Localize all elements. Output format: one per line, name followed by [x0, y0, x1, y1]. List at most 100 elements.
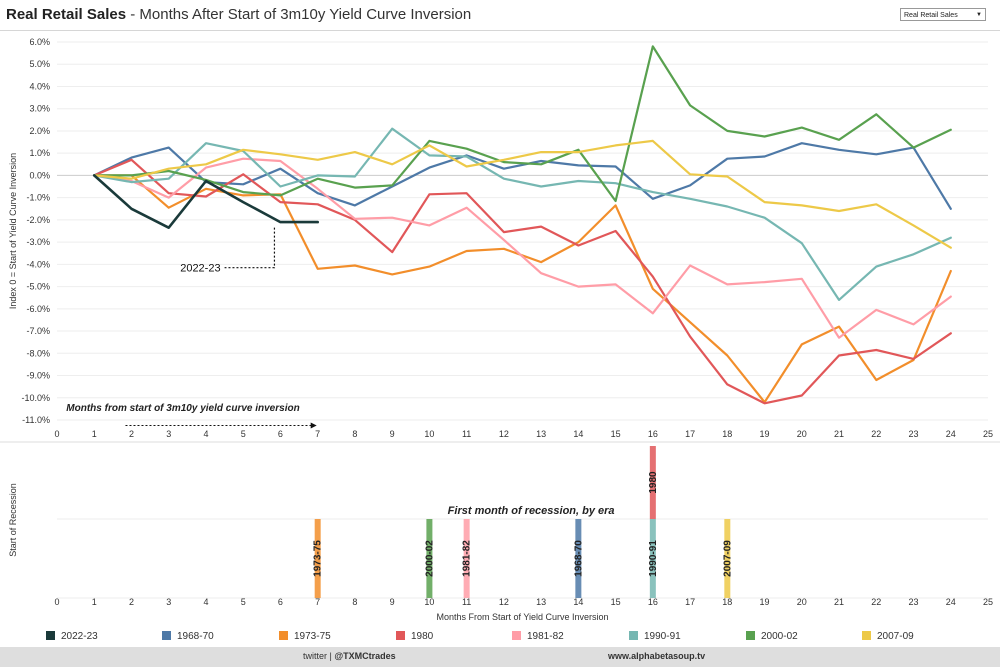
x-tick-label: 10	[424, 597, 434, 607]
x-tick-label: 14	[573, 597, 583, 607]
recession-bar-2007-09	[724, 519, 731, 598]
legend-item-2000-02[interactable]: 2000-02	[746, 631, 798, 642]
recession-bar-label: 2007-09	[722, 540, 733, 577]
series-line-1990-91	[93, 127, 952, 301]
x-axis-title: Months From Start of Yield Curve Inversi…	[436, 612, 608, 622]
legend-item-1981-82[interactable]: 1981-82	[512, 631, 564, 642]
x-tick-label: 2	[129, 597, 134, 607]
legend-swatch	[279, 631, 288, 640]
x-tick-label: 7	[315, 429, 320, 439]
chevron-down-icon: ▼	[976, 12, 982, 18]
x-tick-label: 8	[352, 597, 357, 607]
legend-swatch	[162, 631, 171, 640]
annotation-current-label: 2022-23	[180, 263, 220, 275]
y-tick-label: 2.0%	[29, 126, 50, 136]
page-title: Real Retail Sales - Months After Start o…	[6, 6, 471, 23]
x-tick-label: 9	[390, 597, 395, 607]
y-tick-label: -6.0%	[26, 304, 50, 314]
legend-swatch	[46, 631, 55, 640]
legend-item-1968-70[interactable]: 1968-70	[162, 631, 214, 642]
x-tick-label: 14	[573, 429, 583, 439]
x-tick-label: 9	[390, 429, 395, 439]
x-tick-label: 23	[909, 597, 919, 607]
x-tick-label: 21	[834, 429, 844, 439]
x-tick-label: 8	[352, 429, 357, 439]
x-tick-label: 0	[54, 429, 59, 439]
y-tick-label: 3.0%	[29, 104, 50, 114]
recession-y-title: Start of Recession	[8, 483, 18, 557]
legend: 2022-23 1968-70 1973-75 1980 1981-82 199…	[0, 627, 1000, 647]
x-tick-label: 5	[241, 597, 246, 607]
legend-item-2007-09[interactable]: 2007-09	[862, 631, 914, 642]
recession-bar-1973-75	[314, 519, 321, 598]
y-tick-label: 1.0%	[29, 148, 50, 158]
recession-bar-label: 1980	[648, 471, 659, 494]
legend-swatch	[512, 631, 521, 640]
measure-dropdown[interactable]: Real Retail Sales ▼	[900, 8, 986, 21]
arrow-head-icon	[310, 422, 317, 429]
x-tick-label: 5	[241, 429, 246, 439]
recession-bar-label: 1968-70	[573, 540, 584, 577]
x-tick-label: 11	[462, 429, 471, 439]
title-rest: - Months After Start of 3m10y Yield Curv…	[126, 6, 472, 23]
y-tick-label: -1.0%	[26, 193, 50, 203]
legend-label: 2022-23	[61, 631, 98, 642]
chart-area: 6.0% 5.0% 4.0% 3.0% 2.0% 1.0% 0.0% -1.0% -2.0% -3…	[0, 30, 1000, 628]
legend-label: 2000-02	[761, 631, 798, 642]
x-tick-label: 13	[536, 597, 546, 607]
x-tick-label: 20	[797, 429, 807, 439]
y-tick-label: -4.0%	[26, 259, 50, 269]
series-line-1981-82	[93, 157, 952, 339]
twitter-handle[interactable]: @TXMCtrades	[334, 651, 396, 661]
x-tick-label: 2	[129, 429, 134, 439]
header-bar: Real Retail Sales - Months After Start o…	[0, 0, 1000, 31]
recession-bar-1980	[649, 446, 656, 519]
legend-item-1973-75[interactable]: 1973-75	[279, 631, 331, 642]
y-tick-label: 6.0%	[29, 37, 50, 47]
x-tick-label: 18	[722, 429, 732, 439]
legend-label: 1980	[411, 631, 434, 642]
x-tick-label: 15	[611, 429, 621, 439]
y-tick-label: -3.0%	[26, 237, 50, 247]
legend-item-1980[interactable]: 1980	[396, 631, 433, 642]
legend-label: 1981-82	[527, 631, 564, 642]
recession-bar-1990-91	[649, 519, 656, 598]
recession-bar-1981-82	[463, 519, 470, 598]
x-tick-label: 16	[648, 429, 658, 439]
series-line-2000-02	[93, 45, 952, 203]
chart-svg[interactable]: 6.0% 5.0% 4.0% 3.0% 2.0% 1.0% 0.0% -1.0% -2.0% -3…	[0, 30, 1000, 627]
x-tick-label: 25	[983, 429, 993, 439]
recession-bar-label: 1990-91	[648, 540, 659, 577]
x-tick-label: 19	[760, 597, 770, 607]
legend-item-2022-23[interactable]: 2022-23	[46, 631, 98, 642]
x-tick-label: 3	[166, 429, 171, 439]
legend-swatch	[629, 631, 638, 640]
x-tick-label: 22	[871, 597, 881, 607]
x-tick-label: 17	[685, 429, 695, 439]
annotation-leader	[224, 227, 276, 269]
x-tick-label: 24	[946, 429, 956, 439]
recession-bar-2000-02	[426, 519, 433, 598]
x-tick-label: 24	[946, 597, 956, 607]
x-tick-label: 15	[611, 597, 621, 607]
legend-label: 1990-91	[644, 631, 681, 642]
website-link[interactable]: www.alphabetasoup.tv	[608, 651, 706, 661]
x-tick-label: 23	[909, 429, 919, 439]
x-tick-label: 6	[278, 429, 283, 439]
y-tick-label: -2.0%	[26, 215, 50, 225]
title-bold: Real Retail Sales	[6, 6, 127, 23]
y-tick-label: 5.0%	[29, 59, 50, 69]
y-tick-label: -9.0%	[26, 371, 50, 381]
x-tick-label: 0	[54, 597, 59, 607]
x-tick-label: 17	[685, 597, 695, 607]
legend-swatch	[862, 631, 871, 640]
legend-label: 1973-75	[294, 631, 331, 642]
y-tick-label: -10.0%	[21, 393, 50, 403]
x-tick-label: 12	[499, 429, 509, 439]
y-tick-label: -11.0%	[22, 415, 50, 425]
recession-chart-title: First month of recession, by era	[448, 505, 615, 517]
legend-item-1990-91[interactable]: 1990-91	[629, 631, 681, 642]
series-line-1968-70	[93, 142, 952, 210]
y-tick-label: -8.0%	[26, 348, 50, 358]
dropdown-value: Real Retail Sales	[904, 12, 958, 19]
